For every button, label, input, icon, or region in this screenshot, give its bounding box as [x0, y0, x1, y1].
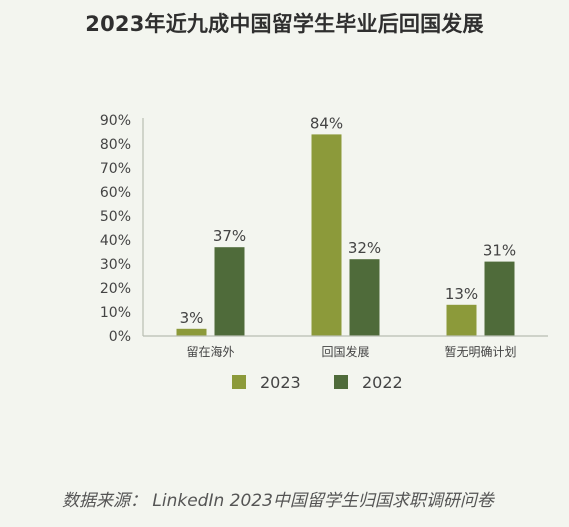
y-tick-label: 70%	[100, 161, 131, 177]
x-tick-label: 留在海外	[186, 344, 234, 359]
source-note: 数据来源： LinkedIn 2023中国留学生归国求职调研问卷	[62, 491, 494, 511]
bar-2022-0	[214, 247, 245, 336]
data-label: 13%	[445, 285, 478, 303]
legend-label: 2022	[362, 373, 403, 392]
y-axis: 0% 10% 20% 30% 40% 50% 60% 70% 80% 90%	[100, 113, 144, 345]
legend-swatch-2023	[232, 375, 246, 389]
legend-label: 2023	[260, 373, 301, 392]
y-tick-label: 30%	[100, 257, 131, 273]
data-label: 84%	[310, 114, 343, 132]
bar-2023-0	[176, 328, 207, 336]
y-tick-label: 40%	[100, 233, 131, 249]
x-tick-label: 回国发展	[321, 344, 369, 359]
x-tick-label: 暂无明确计划	[444, 345, 516, 359]
data-label: 31%	[483, 242, 516, 260]
legend-swatch-2022	[334, 375, 348, 389]
bar-2022-1	[349, 259, 380, 336]
data-label: 32%	[348, 239, 381, 257]
y-tick-label: 20%	[100, 281, 131, 297]
bars	[176, 134, 515, 336]
y-tick-label: 10%	[100, 305, 131, 321]
data-label: 3%	[180, 309, 204, 327]
data-label: 37%	[213, 227, 246, 245]
y-tick-label: 90%	[100, 113, 131, 129]
bar-2023-1	[311, 134, 342, 336]
bar-2023-2	[446, 304, 477, 336]
y-tick-label: 80%	[100, 137, 131, 153]
x-axis: 留在海外 回国发展 暂无明确计划	[143, 335, 548, 359]
bar-2022-2	[484, 261, 515, 336]
chart-title: 2023年近九成中国留学生毕业后回国发展	[85, 12, 484, 36]
y-tick-label: 60%	[100, 185, 131, 201]
legend: 2023 2022	[232, 373, 403, 392]
y-tick-label: 50%	[100, 209, 131, 225]
data-labels: 3% 37% 84% 32% 13% 31%	[180, 114, 517, 326]
y-tick-label: 0%	[109, 329, 131, 345]
